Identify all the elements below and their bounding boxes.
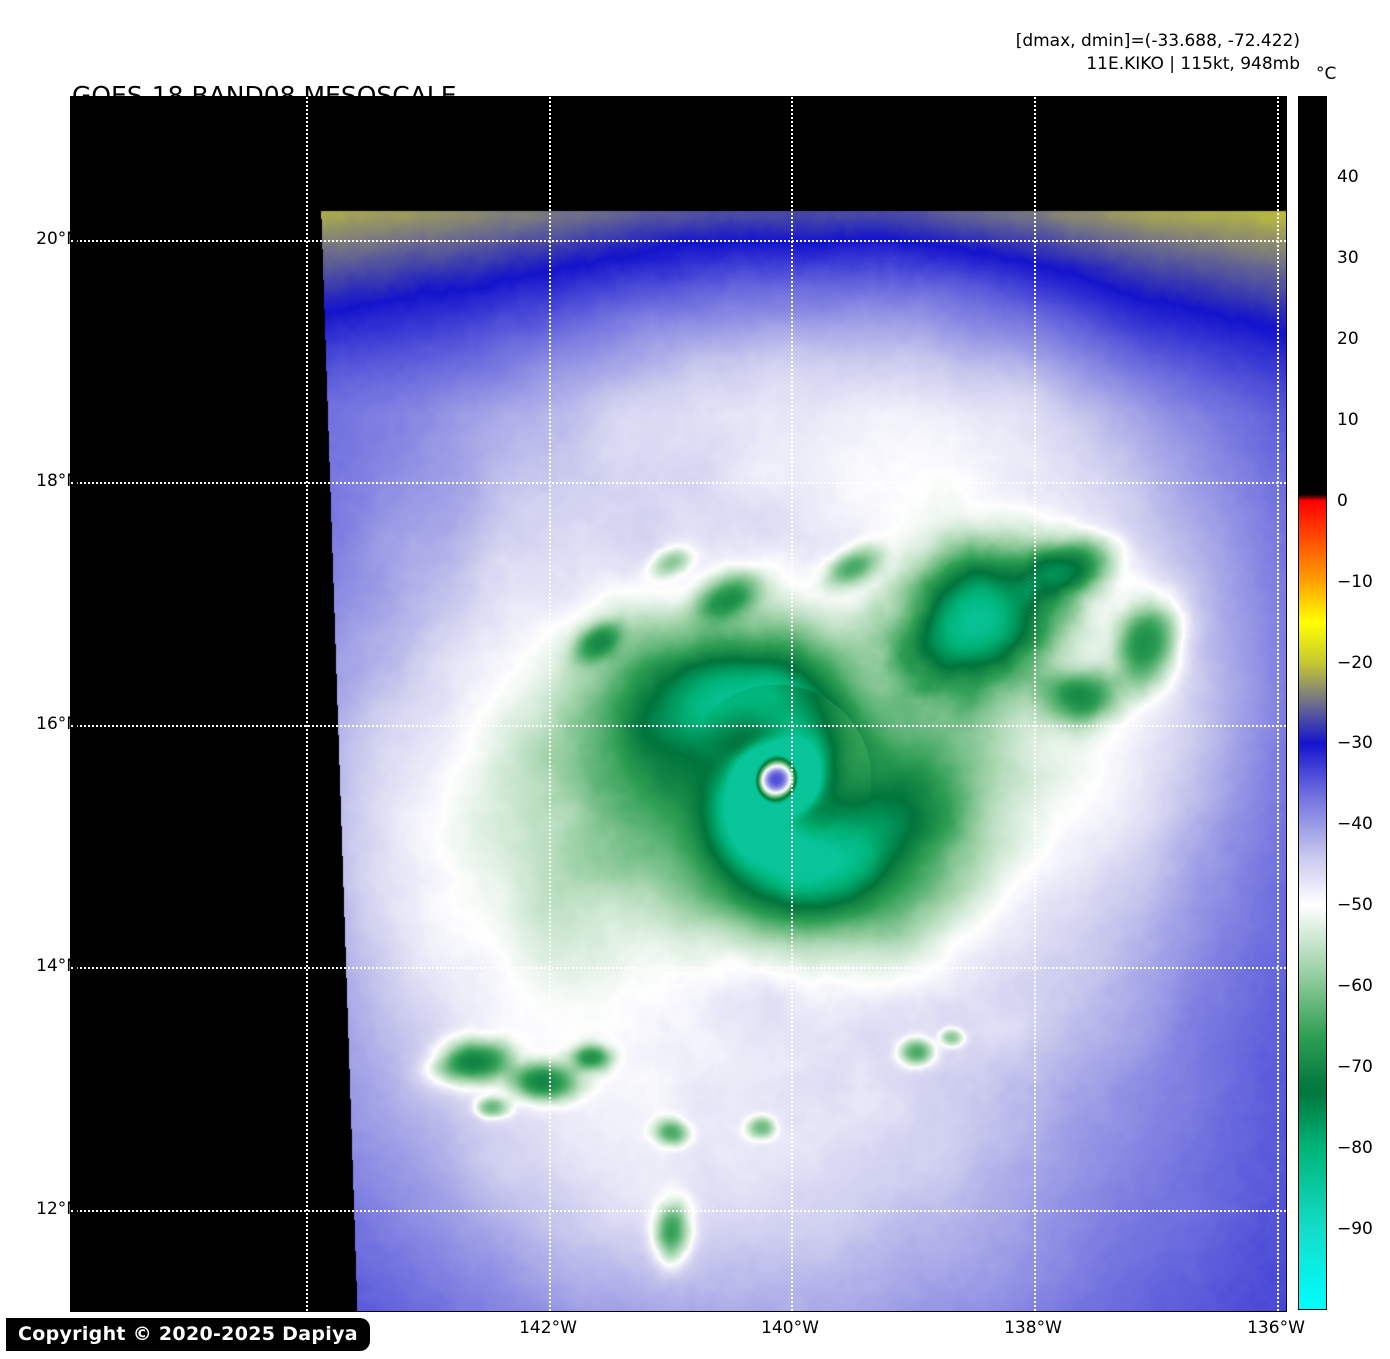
- latitude-tick-label: 18°N: [36, 471, 79, 491]
- latitude-tick-label: 12°N: [36, 1199, 79, 1219]
- colorbar-tick-label: −50: [1337, 895, 1373, 916]
- colorbar-tick-label: −90: [1337, 1219, 1373, 1240]
- storm-info-label: 11E.KIKO | 115kt, 948mb: [1086, 54, 1300, 74]
- colorbar-tick-label: −40: [1337, 814, 1373, 835]
- satellite-image-plot: [70, 96, 1287, 1312]
- colorbar-tick-label: 10: [1337, 409, 1359, 430]
- colorbar-tick-label: 0: [1337, 490, 1348, 511]
- colorbar-unit-label: °C: [1316, 64, 1337, 84]
- satellite-imagery-canvas: [71, 97, 1286, 1311]
- metadata-block: [dmax, dmin]=(-33.688, -72.422) 11E.KIKO…: [1016, 30, 1300, 76]
- colorbar-tick-label: 20: [1337, 328, 1359, 349]
- dmax-dmin-label: [dmax, dmin]=(-33.688, -72.422): [1015, 31, 1300, 51]
- colorbar-tick-label: −30: [1337, 733, 1373, 754]
- copyright-watermark: Copyright © 2020-2025 Dapiya: [6, 1318, 370, 1351]
- colorbar-tick-label: 30: [1337, 247, 1359, 268]
- latitude-tick-label: 20°N: [36, 229, 79, 249]
- colorbar-gradient: [1298, 96, 1327, 1310]
- colorbar-tick-label: −80: [1337, 1138, 1373, 1159]
- colorbar-tick-label: 40: [1337, 166, 1359, 187]
- colorbar-tick-label: −60: [1337, 976, 1373, 997]
- longitude-tick-label: 136°W: [1247, 1318, 1305, 1338]
- longitude-tick-label: 138°W: [1004, 1318, 1062, 1338]
- colorbar-tick-label: −70: [1337, 1057, 1373, 1078]
- longitude-tick-label: 140°W: [761, 1318, 819, 1338]
- longitude-tick-label: 142°W: [519, 1318, 577, 1338]
- colorbar: [1298, 96, 1327, 1310]
- colorbar-tick-label: −10: [1337, 571, 1373, 592]
- latitude-tick-label: 16°N: [36, 714, 79, 734]
- latitude-tick-label: 14°N: [36, 956, 79, 976]
- colorbar-tick-label: −20: [1337, 652, 1373, 673]
